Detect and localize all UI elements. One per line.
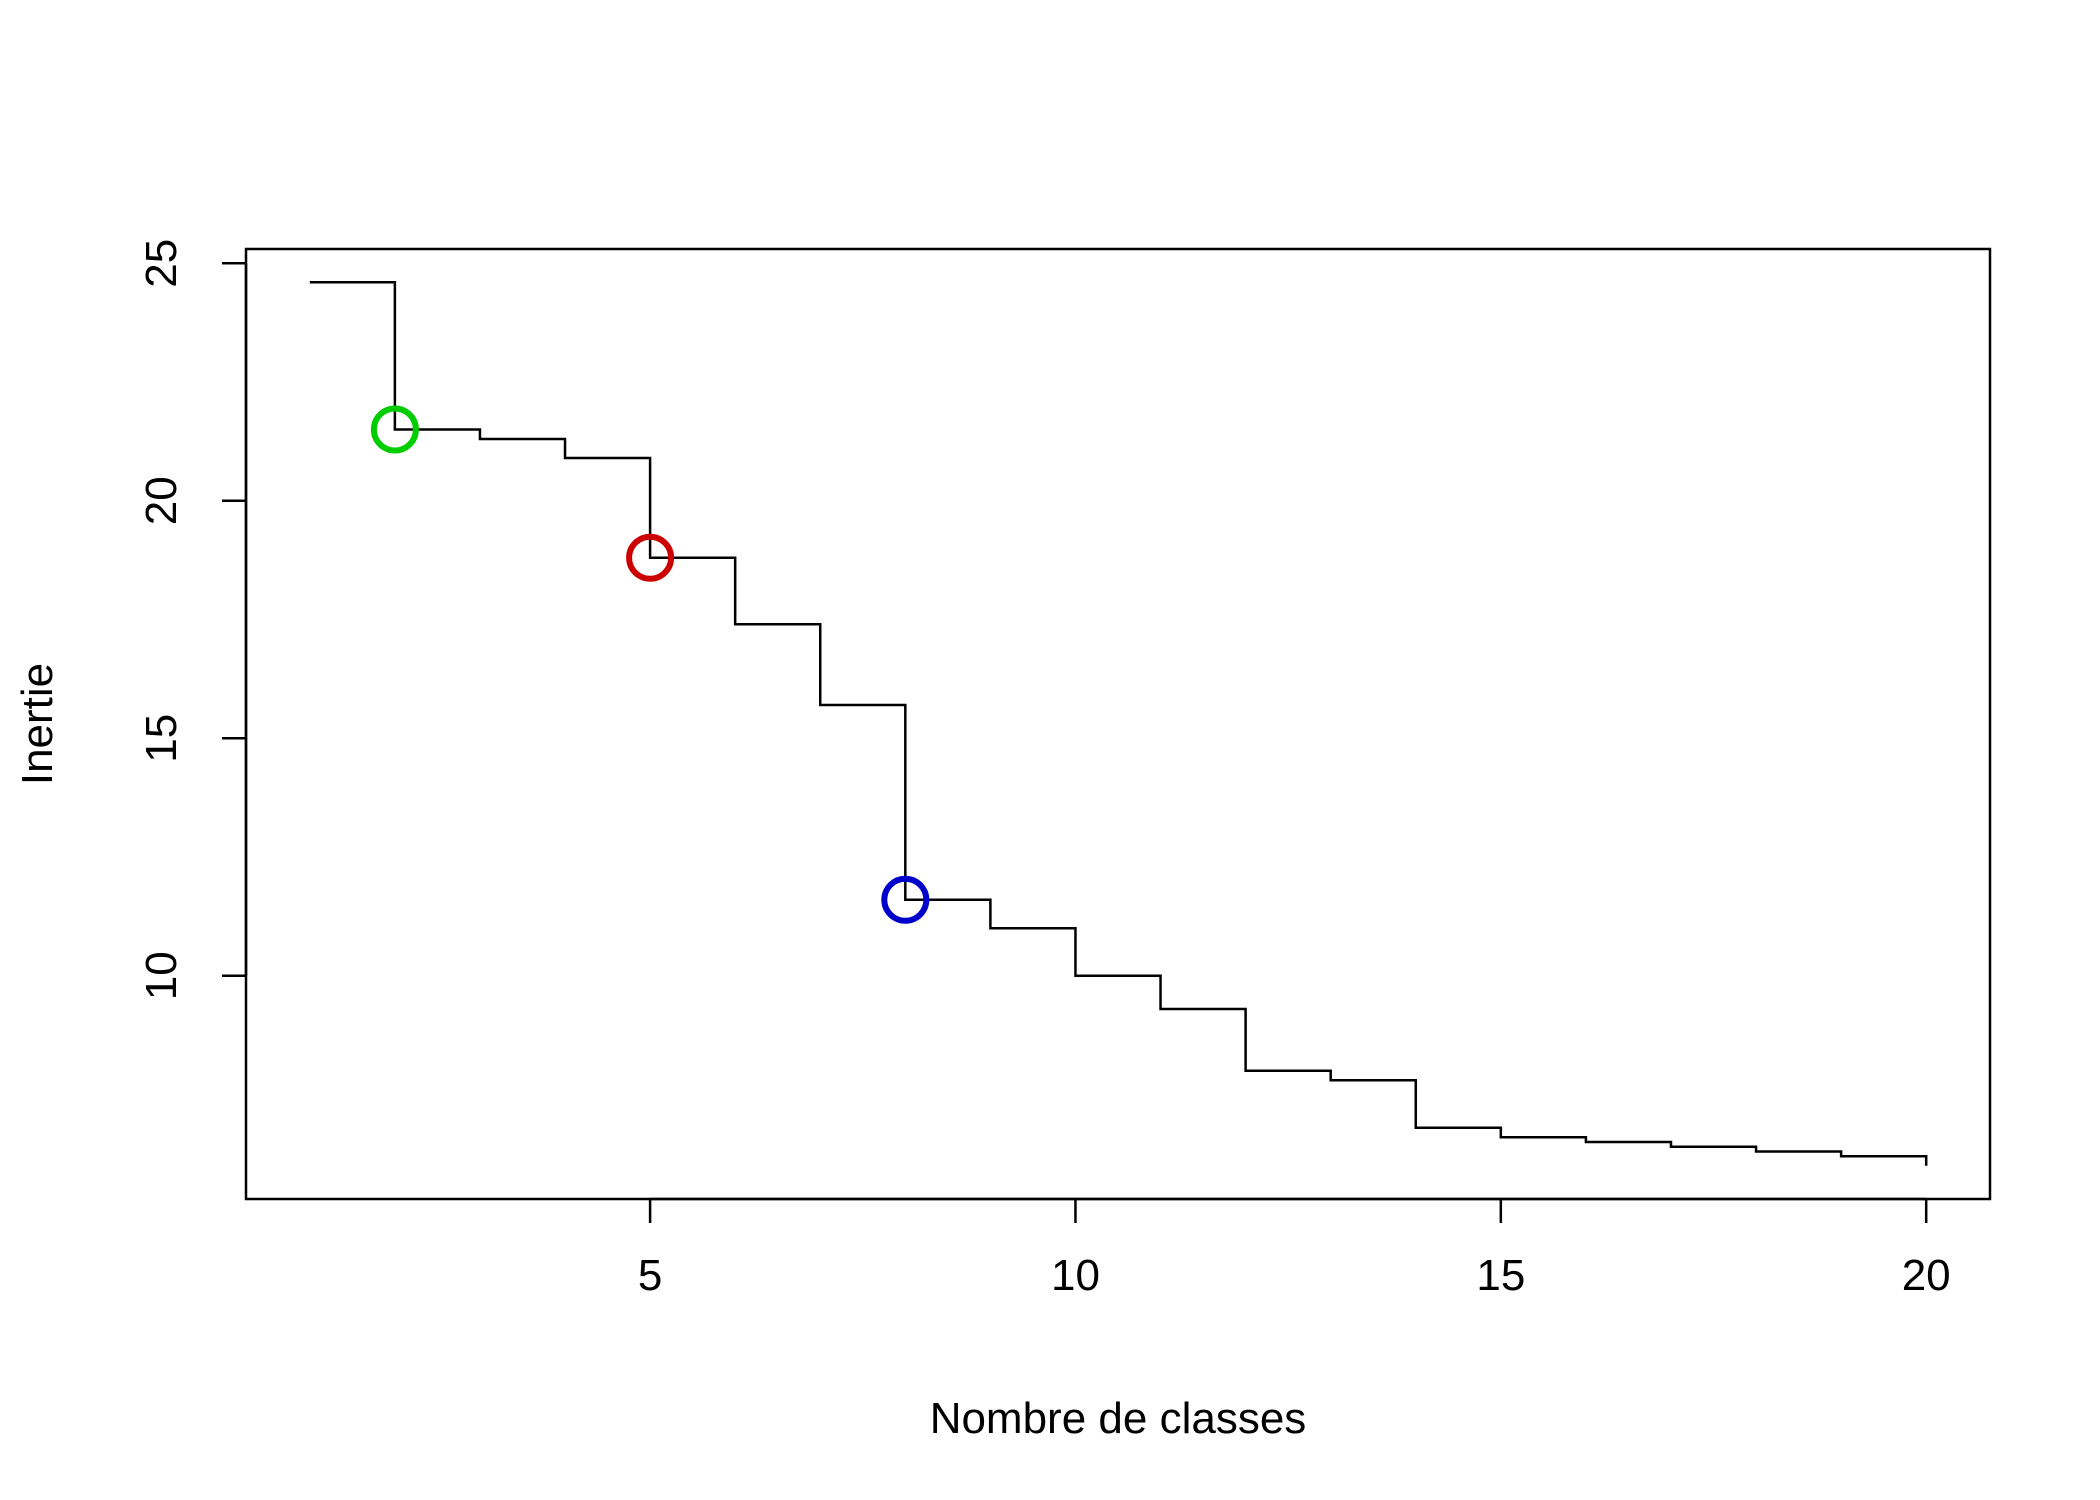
series-layer bbox=[309, 281, 1928, 1166]
marker-layer bbox=[370, 405, 930, 924]
y-axis: 10 15 20 25 bbox=[137, 239, 248, 1000]
x-tick-label: 20 bbox=[1902, 1251, 1951, 1300]
highlight-marker bbox=[881, 875, 930, 924]
x-tick-label: 15 bbox=[1476, 1251, 1525, 1300]
y-tick-label: 15 bbox=[137, 714, 186, 763]
highlight-marker bbox=[626, 533, 675, 582]
y-tick-label: 25 bbox=[137, 239, 186, 288]
x-tick-label: 5 bbox=[638, 1251, 662, 1300]
y-tick-label: 20 bbox=[137, 476, 186, 525]
plot-frame bbox=[244, 247, 1992, 1201]
highlight-marker bbox=[370, 405, 419, 454]
x-axis: 5 10 15 20 bbox=[638, 1197, 1951, 1300]
series-step-line bbox=[309, 281, 1928, 1166]
y-tick-label: 10 bbox=[137, 951, 186, 1000]
x-tick-label: 10 bbox=[1051, 1251, 1100, 1300]
y-axis-label: Inertie bbox=[13, 663, 62, 785]
x-axis-label: Nombre de classes bbox=[930, 1394, 1307, 1443]
